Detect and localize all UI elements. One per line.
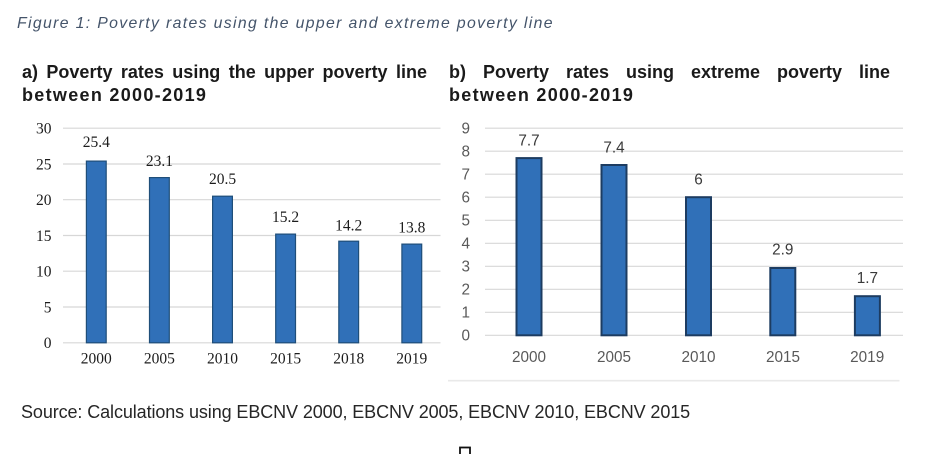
svg-text:4: 4 bbox=[461, 236, 470, 253]
svg-text:2000: 2000 bbox=[512, 349, 546, 366]
svg-text:15.2: 15.2 bbox=[272, 209, 299, 226]
svg-text:6: 6 bbox=[694, 172, 703, 189]
svg-text:1: 1 bbox=[461, 305, 470, 322]
svg-text:3: 3 bbox=[461, 259, 470, 276]
svg-text:2018: 2018 bbox=[333, 351, 364, 368]
svg-text:25: 25 bbox=[36, 156, 52, 173]
svg-text:0: 0 bbox=[461, 328, 470, 345]
svg-text:7.4: 7.4 bbox=[603, 139, 625, 156]
svg-text:8: 8 bbox=[461, 144, 470, 161]
svg-text:7.7: 7.7 bbox=[518, 132, 539, 149]
svg-text:2.9: 2.9 bbox=[772, 242, 793, 259]
svg-text:2019: 2019 bbox=[850, 349, 884, 366]
svg-text:2005: 2005 bbox=[144, 351, 175, 368]
svg-text:20.5: 20.5 bbox=[209, 171, 236, 188]
svg-text:25.4: 25.4 bbox=[83, 134, 110, 151]
svg-text:14.2: 14.2 bbox=[335, 218, 362, 235]
svg-text:5: 5 bbox=[461, 213, 470, 230]
svg-text:2010: 2010 bbox=[207, 351, 238, 368]
svg-text:1.7: 1.7 bbox=[857, 270, 878, 287]
svg-text:13.8: 13.8 bbox=[398, 220, 425, 237]
svg-text:2010: 2010 bbox=[681, 349, 715, 366]
svg-text:0: 0 bbox=[44, 335, 52, 352]
svg-text:15: 15 bbox=[36, 228, 52, 245]
svg-text:2019: 2019 bbox=[396, 351, 427, 368]
svg-text:9: 9 bbox=[461, 121, 470, 138]
svg-text:5: 5 bbox=[44, 299, 52, 316]
svg-text:6: 6 bbox=[461, 190, 470, 207]
svg-text:23.1: 23.1 bbox=[146, 153, 173, 170]
svg-text:2015: 2015 bbox=[766, 349, 800, 366]
svg-text:7: 7 bbox=[461, 167, 470, 184]
svg-text:2: 2 bbox=[461, 282, 470, 299]
svg-text:30: 30 bbox=[36, 121, 52, 138]
svg-text:20: 20 bbox=[36, 192, 52, 209]
svg-text:2015: 2015 bbox=[270, 351, 301, 368]
svg-text:2000: 2000 bbox=[81, 351, 112, 368]
svg-text:10: 10 bbox=[36, 264, 52, 281]
svg-text:2005: 2005 bbox=[597, 349, 631, 366]
